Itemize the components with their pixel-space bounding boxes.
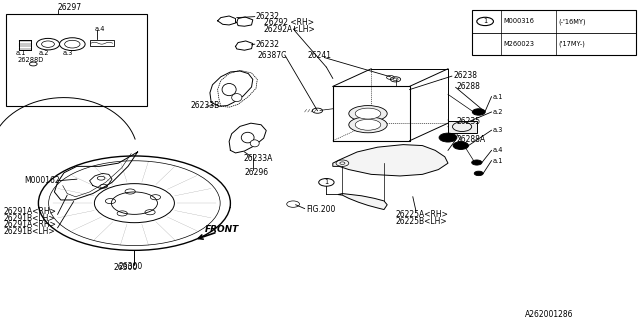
Text: 26291A<RH>: 26291A<RH>: [3, 207, 56, 216]
Ellipse shape: [111, 192, 157, 214]
Text: 26233B: 26233B: [191, 101, 220, 110]
Bar: [6, 14, 147, 106]
Text: 26300: 26300: [114, 263, 138, 272]
Bar: [472, 10, 636, 55]
Ellipse shape: [38, 156, 230, 250]
Text: (-'16MY): (-'16MY): [558, 18, 586, 25]
Text: M260023: M260023: [504, 41, 534, 47]
Text: 26238: 26238: [453, 71, 477, 80]
Text: 26235: 26235: [457, 117, 481, 126]
Ellipse shape: [95, 184, 174, 223]
Text: a.3: a.3: [493, 127, 503, 133]
Text: FRONT: FRONT: [205, 225, 239, 234]
Text: a.1: a.1: [493, 94, 503, 100]
Text: 26288A: 26288A: [457, 135, 486, 144]
Text: 26300: 26300: [118, 262, 143, 271]
Text: ('17MY-): ('17MY-): [558, 41, 585, 47]
Text: a.4: a.4: [95, 26, 105, 32]
Text: 1: 1: [483, 19, 487, 24]
Text: 26296: 26296: [244, 168, 269, 177]
Ellipse shape: [355, 119, 381, 130]
Polygon shape: [338, 194, 387, 210]
Circle shape: [474, 171, 483, 176]
Text: 26297: 26297: [58, 3, 82, 12]
Circle shape: [453, 142, 468, 149]
Text: 26288D: 26288D: [18, 57, 44, 63]
Ellipse shape: [355, 108, 381, 119]
Text: FIG.200: FIG.200: [306, 205, 335, 214]
Text: 26387C: 26387C: [258, 52, 287, 60]
Text: a.1: a.1: [493, 158, 503, 164]
Text: M000162: M000162: [24, 176, 60, 185]
Text: 26292 <RH>: 26292 <RH>: [264, 18, 314, 27]
Text: 26232: 26232: [256, 12, 280, 21]
Text: a.1: a.1: [16, 50, 26, 56]
Text: a.2: a.2: [493, 109, 503, 115]
Ellipse shape: [232, 93, 242, 101]
Ellipse shape: [250, 140, 259, 147]
Bar: [90, 40, 114, 46]
Text: 26291A<RH>: 26291A<RH>: [3, 220, 56, 229]
Text: a.2: a.2: [38, 50, 49, 56]
Text: 26291B<LH>: 26291B<LH>: [3, 227, 55, 236]
Ellipse shape: [222, 84, 236, 96]
Circle shape: [439, 133, 457, 142]
Ellipse shape: [49, 161, 220, 245]
Ellipse shape: [241, 132, 254, 143]
Text: 26225A<RH>: 26225A<RH>: [396, 210, 449, 219]
Ellipse shape: [349, 106, 387, 122]
Text: 26241: 26241: [307, 52, 332, 60]
Text: 1: 1: [324, 180, 328, 185]
Circle shape: [472, 109, 485, 115]
Text: a.3: a.3: [63, 50, 73, 56]
Text: M000316: M000316: [504, 19, 534, 24]
Text: 26292A<LH>: 26292A<LH>: [264, 25, 316, 34]
Text: 26288: 26288: [457, 82, 481, 91]
Ellipse shape: [38, 200, 230, 215]
Ellipse shape: [349, 117, 387, 133]
Text: A262001286: A262001286: [525, 310, 573, 319]
Circle shape: [472, 160, 482, 165]
Bar: [448, 121, 477, 133]
Polygon shape: [333, 145, 448, 176]
Text: a.4: a.4: [493, 148, 503, 153]
Text: 26232: 26232: [256, 40, 280, 49]
Text: 26225B<LH>: 26225B<LH>: [396, 217, 447, 226]
Text: 26233A: 26233A: [243, 154, 273, 163]
Text: 26291B<LH>: 26291B<LH>: [3, 214, 55, 223]
